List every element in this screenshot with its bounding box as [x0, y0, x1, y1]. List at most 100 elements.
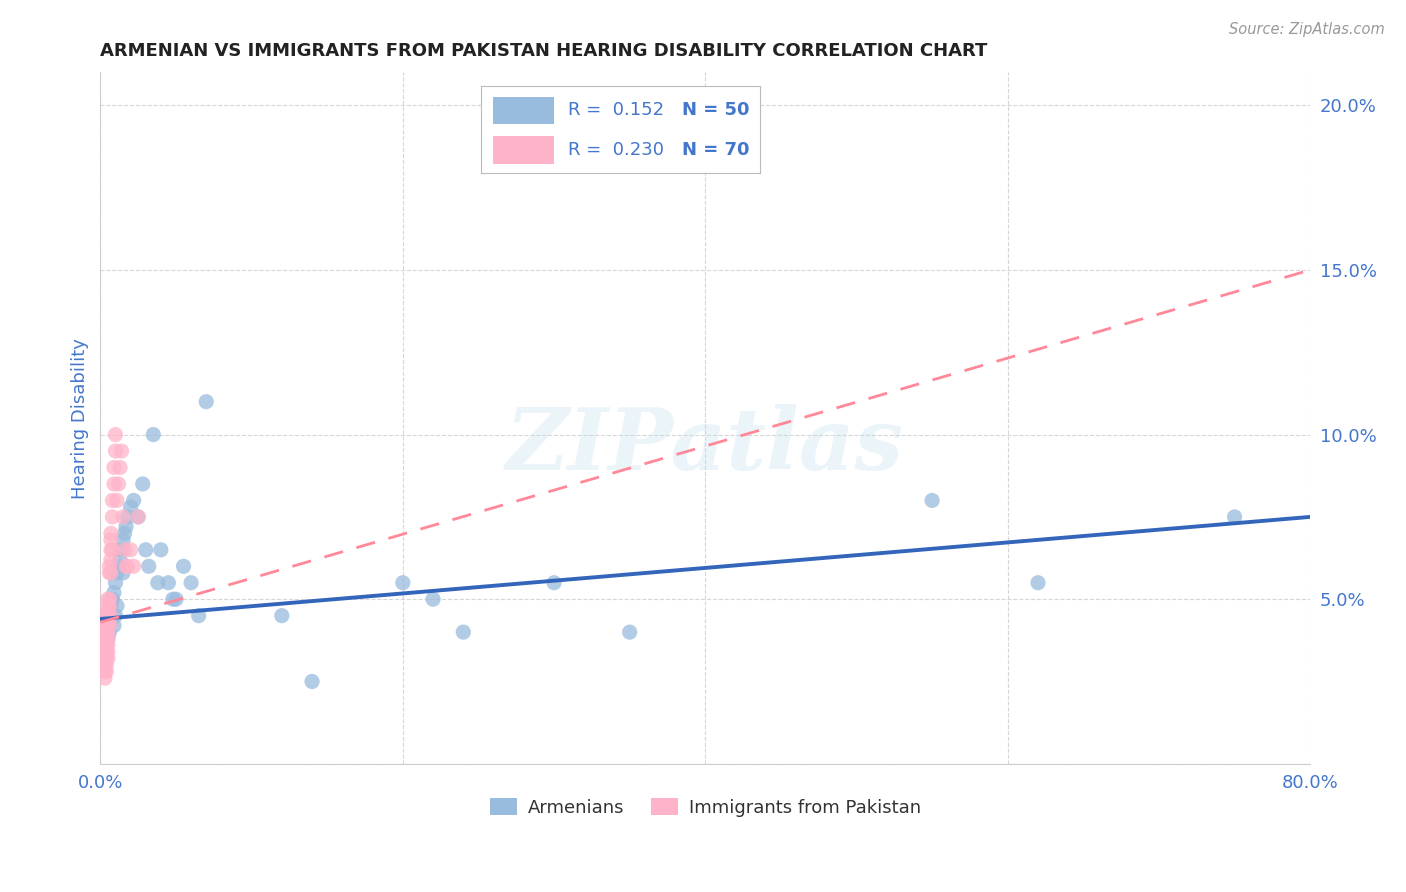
Point — [96, 606, 118, 620]
Point — [96, 618, 118, 632]
Point — [301, 674, 323, 689]
Point — [270, 608, 292, 623]
Point — [93, 638, 115, 652]
Point — [97, 651, 120, 665]
Point — [165, 592, 187, 607]
Point — [114, 542, 136, 557]
Point — [112, 509, 135, 524]
Point — [100, 566, 122, 580]
Point — [543, 575, 565, 590]
Point — [127, 509, 149, 524]
Point — [94, 618, 117, 632]
Point — [101, 509, 124, 524]
Point — [94, 658, 117, 673]
Point — [187, 608, 209, 623]
Point — [103, 585, 125, 599]
Point — [97, 645, 120, 659]
Point — [96, 658, 118, 673]
Point — [98, 625, 121, 640]
Point — [94, 645, 117, 659]
Point — [619, 625, 641, 640]
Point — [96, 665, 118, 679]
Point — [101, 493, 124, 508]
Point — [94, 638, 117, 652]
Point — [453, 625, 475, 640]
Point — [103, 477, 125, 491]
Point — [96, 632, 118, 646]
Point — [90, 625, 112, 640]
Point — [180, 575, 202, 590]
Point — [107, 477, 129, 491]
Point — [97, 612, 120, 626]
Point — [94, 665, 117, 679]
Point — [104, 575, 127, 590]
Point — [94, 632, 117, 646]
Point — [98, 606, 121, 620]
Point — [96, 645, 118, 659]
Point — [112, 533, 135, 547]
Point — [149, 542, 172, 557]
Point — [90, 638, 112, 652]
Point — [112, 566, 135, 580]
Point — [93, 645, 115, 659]
Point — [94, 625, 117, 640]
Point — [100, 533, 122, 547]
Point — [104, 444, 127, 458]
Point — [117, 509, 139, 524]
Point — [138, 559, 160, 574]
Point — [97, 638, 120, 652]
Legend: Armenians, Immigrants from Pakistan: Armenians, Immigrants from Pakistan — [482, 791, 928, 824]
Point — [93, 651, 115, 665]
Point — [104, 608, 127, 623]
Point — [97, 599, 120, 613]
Point — [108, 552, 131, 566]
Point — [105, 566, 128, 580]
Point — [1223, 509, 1246, 524]
Text: ARMENIAN VS IMMIGRANTS FROM PAKISTAN HEARING DISABILITY CORRELATION CHART: ARMENIAN VS IMMIGRANTS FROM PAKISTAN HEA… — [100, 42, 988, 60]
Point — [162, 592, 184, 607]
Point — [93, 658, 115, 673]
Point — [94, 651, 117, 665]
Point — [103, 460, 125, 475]
Point — [94, 612, 117, 626]
Point — [105, 493, 128, 508]
Point — [135, 542, 157, 557]
Point — [94, 632, 117, 646]
Point — [100, 599, 122, 613]
Text: ZIPatlas: ZIPatlas — [506, 404, 904, 488]
Point — [122, 559, 145, 574]
Point — [101, 592, 124, 607]
Point — [391, 575, 413, 590]
Point — [96, 612, 118, 626]
Point — [120, 542, 142, 557]
Point — [157, 575, 180, 590]
Point — [93, 625, 115, 640]
Point — [96, 638, 118, 652]
Point — [108, 460, 131, 475]
Point — [98, 618, 121, 632]
Point — [97, 606, 120, 620]
Point — [115, 520, 138, 534]
Point — [97, 618, 120, 632]
Point — [101, 542, 124, 557]
Point — [146, 575, 169, 590]
Point — [97, 592, 120, 607]
Point — [422, 592, 444, 607]
Point — [100, 526, 122, 541]
Point — [114, 526, 136, 541]
Point — [100, 542, 122, 557]
Point — [97, 632, 120, 646]
Point — [142, 427, 165, 442]
Point — [97, 612, 120, 626]
Point — [122, 493, 145, 508]
Point — [96, 618, 118, 632]
Point — [98, 559, 121, 574]
Y-axis label: Hearing Disability: Hearing Disability — [72, 338, 89, 499]
Point — [103, 618, 125, 632]
Point — [107, 559, 129, 574]
Point — [93, 625, 115, 640]
Point — [98, 606, 121, 620]
Point — [98, 599, 121, 613]
Point — [104, 427, 127, 442]
Point — [131, 477, 153, 491]
